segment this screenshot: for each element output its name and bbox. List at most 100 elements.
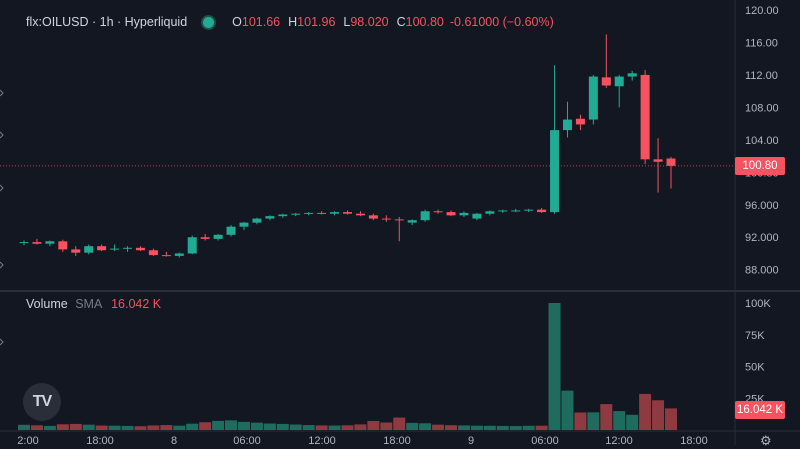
volume-bar: [548, 303, 561, 430]
candle-body: [200, 237, 210, 239]
time-tick-label: 18:00: [680, 435, 708, 445]
gear-icon[interactable]: ⚙: [760, 433, 772, 448]
volume-bar: [483, 425, 496, 430]
volume-bar: [367, 420, 380, 430]
volume-bar: [393, 417, 406, 430]
change-value: -0.61000 (−0.60%): [449, 15, 554, 29]
volume-bar: [276, 423, 289, 430]
price-tick-label: 116.00: [745, 37, 778, 49]
volume-bar: [212, 420, 225, 430]
candle-body: [71, 249, 81, 253]
candle-body: [498, 210, 508, 212]
volume-bar: [457, 425, 470, 430]
volume-bar: [160, 425, 173, 430]
volume-tick-label: 50K: [745, 362, 765, 374]
time-tick-label: 12:00: [605, 435, 633, 445]
volume-bar: [639, 393, 652, 430]
time-tick-label: 18:00: [86, 435, 114, 445]
candle-body: [485, 211, 495, 214]
edge-marker: [0, 131, 4, 139]
candle-body: [575, 118, 585, 125]
volume-bar: [380, 422, 393, 430]
candle-body: [446, 212, 456, 216]
volume-bar: [199, 422, 212, 430]
volume-bar: [445, 425, 458, 430]
volume-bar: [626, 414, 639, 430]
candle-body: [381, 218, 391, 220]
candle-body: [291, 213, 301, 215]
candle-body: [640, 74, 650, 160]
candle-body: [174, 253, 184, 256]
candle-body: [562, 119, 572, 131]
candle-body: [187, 237, 197, 254]
candle-body: [653, 159, 663, 162]
volume-title[interactable]: Volume: [26, 297, 68, 311]
volume-bar: [419, 423, 432, 430]
candle-body: [433, 211, 443, 213]
candle-body: [355, 213, 365, 216]
time-tick-label: 12:00: [308, 435, 336, 445]
volume-bar: [665, 408, 677, 430]
candle-body: [213, 234, 223, 239]
volume-bar: [600, 404, 613, 430]
candle-body: [420, 211, 430, 221]
edge-marker: [0, 184, 4, 192]
time-tick-label: 8: [171, 435, 177, 445]
volume-bar: [237, 421, 250, 430]
candle-body: [123, 247, 133, 249]
candle-body: [278, 214, 288, 217]
volume-bar: [652, 400, 665, 430]
volume-bar: [406, 422, 419, 430]
candle-body: [330, 212, 340, 214]
price-tick-label: 108.00: [745, 102, 779, 114]
candle-body: [148, 250, 158, 256]
candle-body: [368, 215, 378, 219]
candle-body: [32, 242, 42, 244]
candle-body: [459, 212, 469, 216]
candle-body: [614, 76, 624, 87]
low-value: 98.020: [350, 15, 389, 29]
volume-bar: [432, 424, 445, 430]
tradingview-logo[interactable]: TV: [23, 383, 61, 421]
price-tick-label: 92.000: [745, 232, 779, 244]
volume-value-badge: 16.042 K: [735, 400, 785, 419]
volume-bar: [587, 412, 600, 430]
volume-bar: [69, 423, 82, 430]
candle-body: [550, 130, 560, 213]
volume-bar: [18, 424, 30, 430]
candle-body: [58, 241, 68, 250]
price-tick-label: 96.000: [745, 200, 779, 212]
candle-body: [588, 76, 598, 120]
edge-marker: [0, 89, 4, 97]
volume-bar: [535, 425, 548, 430]
candle-body: [472, 213, 482, 219]
candle-body: [343, 212, 352, 214]
candle-body: [317, 212, 327, 214]
candle-body: [511, 210, 521, 212]
volume-bar: [561, 390, 574, 430]
candle-body: [239, 222, 249, 227]
high-value: 101.96: [297, 15, 336, 29]
volume-bar: [30, 425, 43, 430]
volume-tick-label: 100K: [745, 298, 771, 310]
candle-body: [84, 246, 94, 253]
time-tick-label: 2:00: [17, 435, 38, 445]
volume-bar: [328, 425, 341, 430]
volume-bar: [121, 425, 134, 430]
candle-body: [19, 242, 29, 244]
candle-body: [524, 209, 534, 211]
time-tick-label: 9: [468, 435, 474, 445]
candle-body: [666, 158, 676, 166]
market-status-icon[interactable]: [203, 16, 215, 28]
volume-tick-label: 75K: [745, 330, 765, 342]
price-tick-label: 104.00: [745, 135, 779, 147]
volume-bar: [173, 425, 186, 430]
open-label: O: [232, 15, 242, 29]
price-tick-label: 112.00: [745, 70, 778, 82]
candle-body: [601, 77, 611, 86]
symbol-name[interactable]: flx:OILUSD · 1h · Hyperliquid: [26, 15, 188, 29]
edge-marker: [0, 338, 4, 346]
volume-bar: [509, 426, 522, 430]
